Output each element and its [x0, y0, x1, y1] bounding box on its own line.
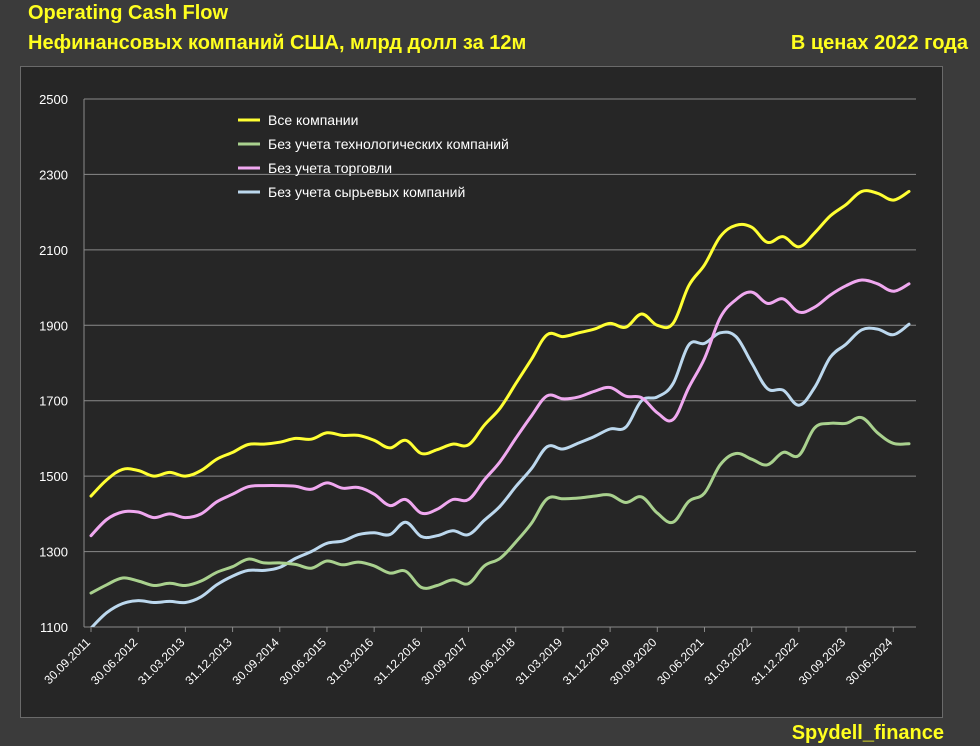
price-basis-label: В ценах 2022 года — [790, 32, 968, 54]
line-chart: 1100 1300 1500 1700 1900 2100 2300 2500 30.09.2… — [39, 92, 916, 688]
legend-label: Все компании — [268, 112, 358, 128]
x-tick-label: 30.06.2018 — [465, 635, 518, 688]
x-tick-label: 31.03.2022 — [701, 635, 754, 688]
series-line-ex-trade — [89, 278, 911, 538]
y-axis-ticks: 1100 1300 1500 1700 1900 2100 2300 2500 — [39, 92, 68, 635]
x-tick-label: 31.12.2013 — [182, 635, 235, 688]
chart-title: Operating Cash Flow — [28, 2, 229, 24]
series-line-ex-raw — [89, 322, 911, 627]
x-tick-label: 30.09.2014 — [230, 635, 283, 688]
chart-subtitle: Нефинансовых компаний США, млрд долл за … — [28, 32, 527, 54]
x-tick-label: 30.06.2024 — [843, 635, 896, 688]
x-tick-label: 30.06.2021 — [654, 635, 707, 688]
series-line-all — [89, 189, 911, 498]
y-tick-label: 2100 — [39, 243, 68, 258]
legend: Все компании Без учета технологических ко… — [238, 112, 509, 200]
legend-label: Без учета торговли — [268, 160, 392, 176]
y-tick-label: 1700 — [39, 394, 68, 409]
x-tick-label: 31.03.2013 — [135, 635, 188, 688]
y-tick-label: 2500 — [39, 92, 68, 107]
y-tick-label: 1500 — [39, 469, 68, 484]
x-tick-label: 30.06.2012 — [88, 635, 141, 688]
source-credit: Spydell_finance — [791, 722, 944, 744]
gridlines — [83, 98, 916, 628]
series-line-ex-tech — [89, 415, 911, 595]
x-tick-label: 30.09.2023 — [796, 635, 849, 688]
x-tick-label: 31.12.2019 — [560, 635, 613, 688]
x-axis-ticks: 30.09.201130.06.201231.03.201331.12.2013… — [41, 627, 896, 688]
series-lines — [89, 189, 911, 627]
y-tick-label: 1900 — [39, 318, 68, 333]
x-tick-label: 30.09.2020 — [607, 635, 660, 688]
y-tick-label: 1100 — [40, 620, 68, 635]
x-tick-label: 31.12.2022 — [749, 635, 802, 688]
legend-label: Без учета сырьевых компаний — [268, 184, 465, 200]
x-tick-label: 30.06.2015 — [277, 635, 330, 688]
x-tick-label: 31.03.2016 — [324, 635, 377, 688]
x-tick-label: 31.12.2016 — [371, 635, 424, 688]
chart-frame: 1100 1300 1500 1700 1900 2100 2300 2500 30.09.2… — [20, 66, 943, 718]
legend-label: Без учета технологических компаний — [268, 136, 509, 152]
x-tick-label: 30.09.2011 — [41, 635, 93, 687]
y-tick-label: 1300 — [39, 545, 68, 560]
x-tick-label: 30.09.2017 — [418, 635, 471, 688]
x-tick-label: 31.03.2019 — [513, 635, 566, 688]
y-tick-label: 2300 — [39, 167, 68, 182]
